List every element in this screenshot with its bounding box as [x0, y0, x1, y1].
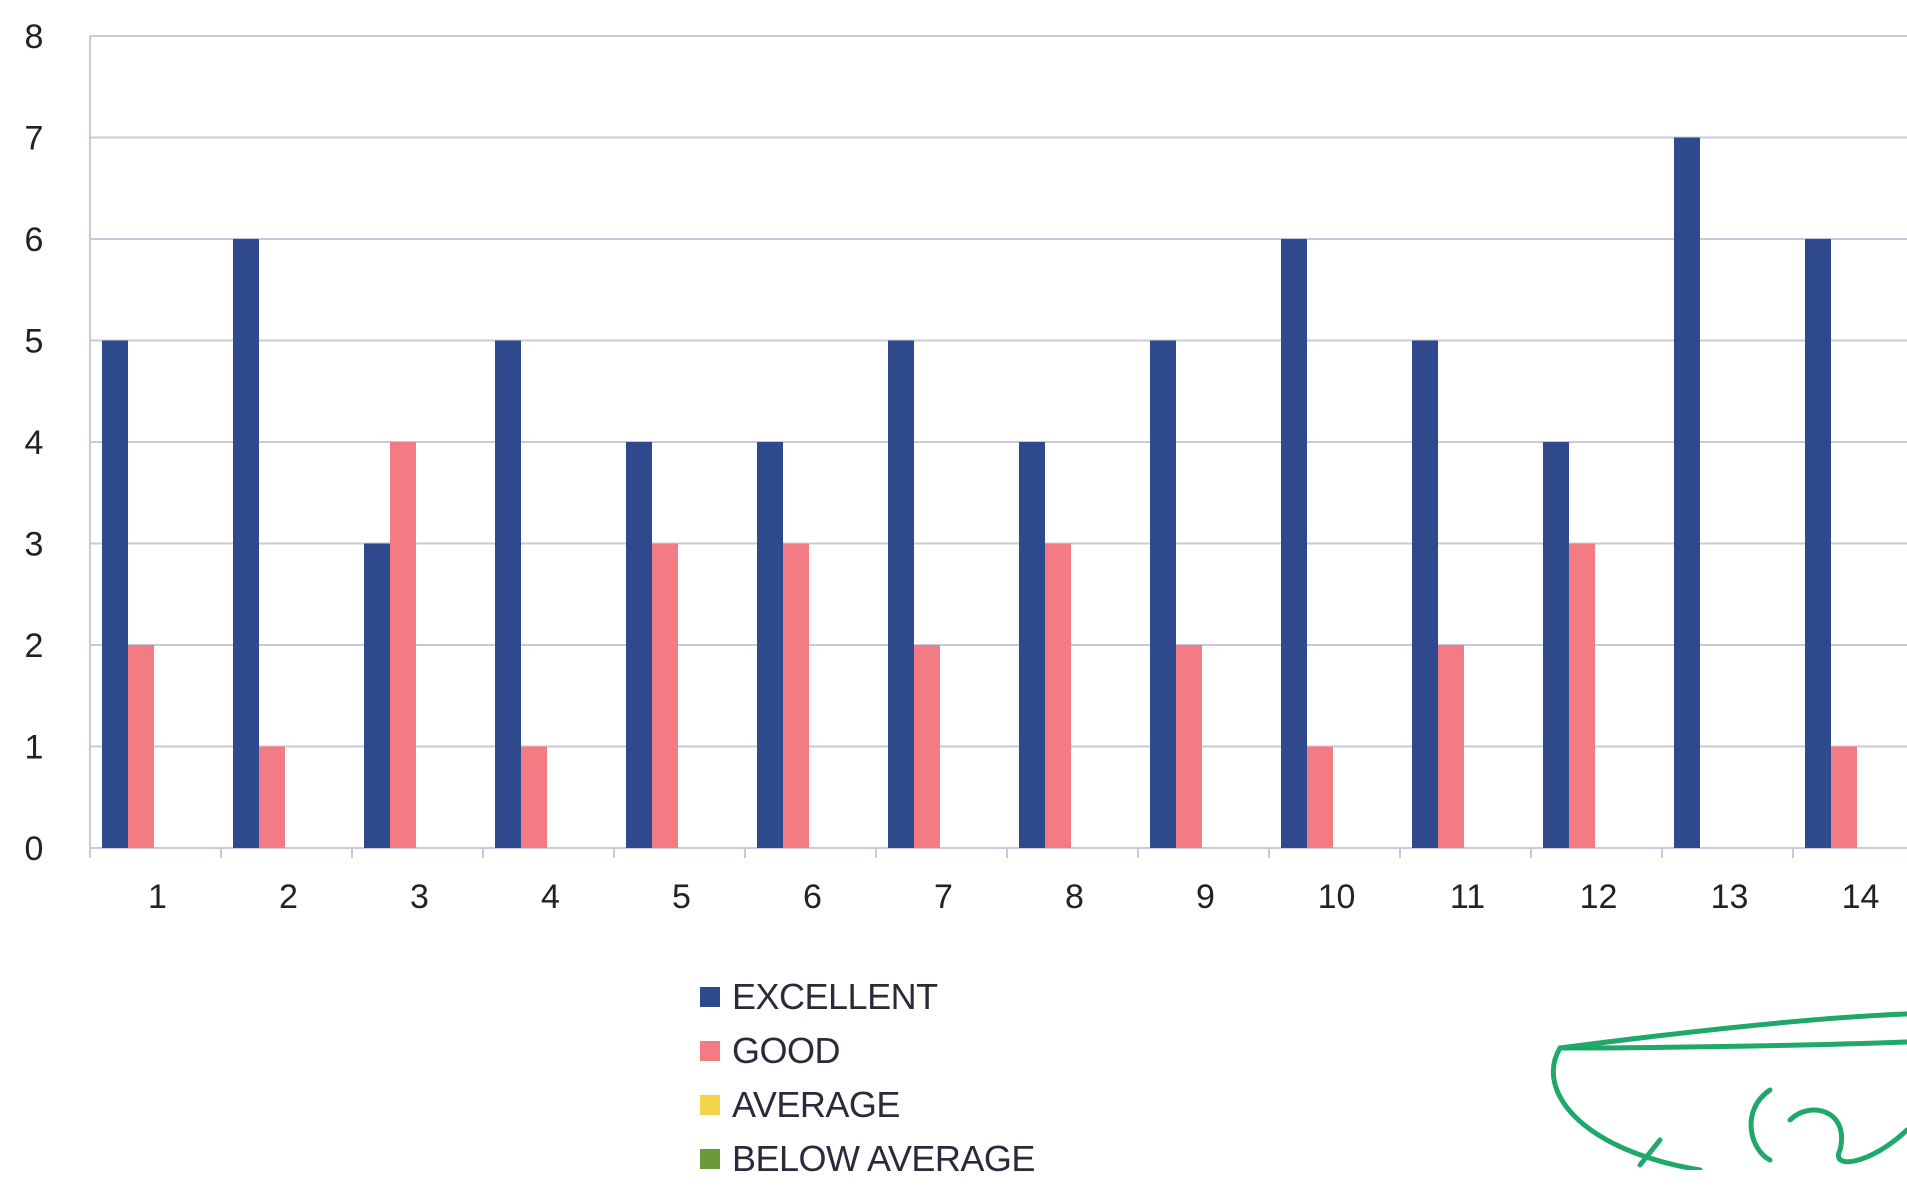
legend-swatch-good — [700, 1041, 720, 1061]
bar-good-10 — [1307, 746, 1333, 848]
x-tick-label-9: 9 — [1196, 878, 1215, 916]
bar-excellent-8 — [1019, 442, 1045, 848]
bar-good-6 — [783, 543, 809, 848]
y-tick-label-8: 8 — [25, 18, 44, 56]
legend-item-excellent: EXCELLENT — [700, 970, 1035, 1024]
bar-excellent-7 — [888, 340, 914, 848]
bar-excellent-11 — [1412, 340, 1438, 848]
y-tick-label-2: 2 — [25, 627, 44, 665]
y-tick-label-3: 3 — [25, 526, 44, 564]
gridlines — [89, 35, 1907, 858]
legend: EXCELLENT GOOD AVERAGE BELOW AVERAGE — [700, 970, 1035, 1186]
bar-good-1 — [128, 645, 154, 848]
bar-good-5 — [652, 543, 678, 848]
legend-swatch-below-average — [700, 1149, 720, 1169]
bar-good-12 — [1569, 543, 1595, 848]
bar-excellent-4 — [495, 340, 521, 848]
bar-good-14 — [1831, 746, 1857, 848]
bar-excellent-6 — [757, 442, 783, 848]
y-tick-label-7: 7 — [25, 120, 44, 158]
legend-item-average: AVERAGE — [700, 1078, 1035, 1132]
y-tick-label-5: 5 — [25, 323, 44, 361]
bar-excellent-5 — [626, 442, 652, 848]
x-tick-label-10: 10 — [1318, 878, 1356, 916]
y-tick-label-1: 1 — [25, 729, 44, 767]
y-tick-label-4: 4 — [25, 424, 44, 462]
bar-excellent-14 — [1805, 239, 1831, 848]
legend-label-below-average: BELOW AVERAGE — [732, 1138, 1035, 1179]
bar-excellent-9 — [1150, 340, 1176, 848]
bar-good-7 — [914, 645, 940, 848]
bar-good-3 — [390, 442, 416, 848]
legend-item-good: GOOD — [700, 1024, 1035, 1078]
legend-label-good: GOOD — [732, 1030, 841, 1071]
x-tick-label-6: 6 — [803, 878, 822, 916]
legend-swatch-excellent — [700, 987, 720, 1007]
signature-image — [1550, 1011, 1907, 1170]
x-tick-label-4: 4 — [541, 878, 560, 916]
legend-label-average: AVERAGE — [732, 1084, 900, 1125]
legend-label-excellent: EXCELLENT — [732, 976, 938, 1017]
x-tick-label-11: 11 — [1450, 878, 1485, 916]
bar-good-11 — [1438, 645, 1464, 848]
y-tick-label-6: 6 — [25, 221, 44, 259]
bar-excellent-12 — [1543, 442, 1569, 848]
bar-good-4 — [521, 746, 547, 848]
bar-good-2 — [259, 746, 285, 848]
x-tick-label-12: 12 — [1580, 878, 1618, 916]
x-tick-label-3: 3 — [410, 878, 429, 916]
x-tick-label-8: 8 — [1065, 878, 1084, 916]
y-tick-label-0: 0 — [25, 830, 44, 868]
x-tick-label-5: 5 — [672, 878, 691, 916]
legend-swatch-average — [700, 1095, 720, 1115]
x-tick-label-14: 14 — [1842, 878, 1880, 916]
bar-excellent-3 — [364, 543, 390, 848]
y-axis-ticks: 0 1 2 3 4 5 6 7 8 — [25, 18, 44, 868]
x-tick-label-13: 13 — [1711, 878, 1749, 916]
x-tick-label-1: 1 — [148, 878, 167, 916]
bar-good-8 — [1045, 543, 1071, 848]
bars — [102, 137, 1857, 848]
x-tick-label-2: 2 — [279, 878, 298, 916]
legend-item-below-average: BELOW AVERAGE — [700, 1132, 1035, 1186]
x-axis-ticks: 1 2 3 4 5 6 7 8 9 10 11 12 13 14 — [148, 878, 1879, 916]
bar-good-9 — [1176, 645, 1202, 848]
x-tick-label-7: 7 — [934, 878, 953, 916]
bar-excellent-1 — [102, 340, 128, 848]
bar-excellent-13 — [1674, 137, 1700, 848]
bar-excellent-2 — [233, 239, 259, 848]
bar-excellent-10 — [1281, 239, 1307, 848]
